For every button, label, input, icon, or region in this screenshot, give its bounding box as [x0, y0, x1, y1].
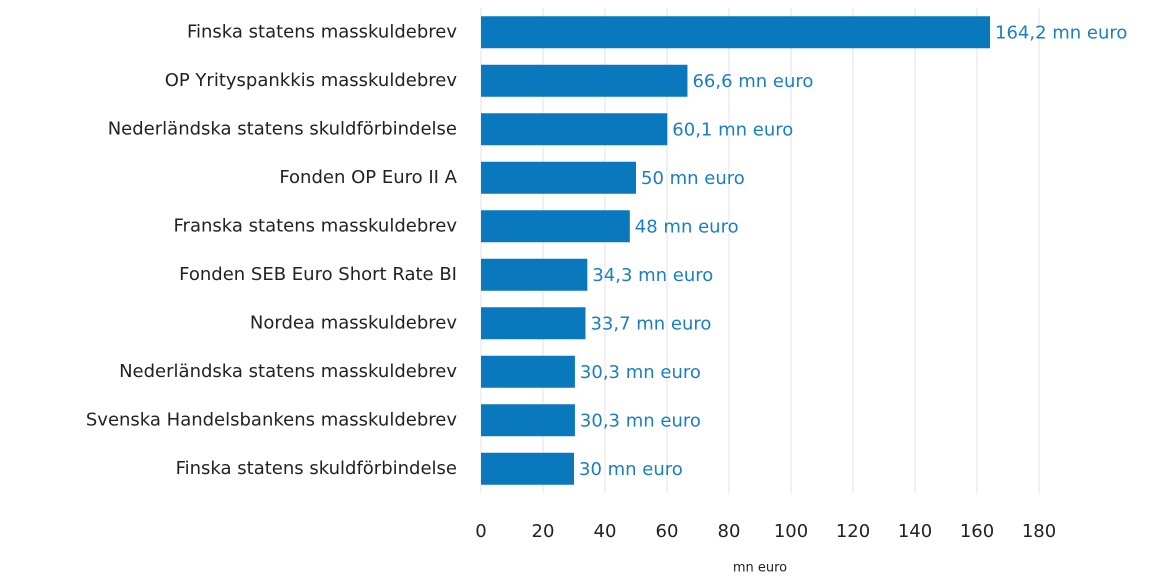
bar — [481, 307, 586, 340]
y-tick-label: Fonden SEB Euro Short Rate BI — [179, 264, 457, 285]
value-label: 50 mn euro — [641, 168, 745, 189]
y-tick-label: Nordea masskuldebrev — [250, 312, 457, 333]
bar — [481, 404, 575, 437]
x-tick-label: 40 — [594, 521, 617, 542]
y-tick-label: Fonden OP Euro II A — [279, 167, 457, 188]
bar — [481, 210, 630, 243]
value-label: 30,3 mn euro — [580, 362, 701, 383]
x-tick-label: 140 — [898, 521, 932, 542]
y-tick-label: Finska statens masskuldebrev — [187, 21, 457, 42]
bar — [481, 16, 991, 49]
bar — [481, 452, 574, 485]
x-tick-label: 100 — [774, 521, 808, 542]
x-axis-title: mn euro — [733, 561, 787, 576]
value-label: 164,2 mn euro — [995, 22, 1127, 43]
x-tick-label: 180 — [1022, 521, 1056, 542]
bar — [481, 258, 588, 291]
x-tick-label: 20 — [532, 521, 555, 542]
y-tick-label: Nederländska statens skuldförbindelse — [108, 118, 457, 139]
x-tick-label: 160 — [960, 521, 994, 542]
bar — [481, 161, 636, 194]
bar — [481, 355, 575, 388]
value-label: 66,6 mn euro — [692, 71, 813, 92]
y-tick-label: OP Yrityspankkis masskuldebrev — [165, 70, 458, 91]
x-tick-label: 0 — [475, 521, 486, 542]
value-label: 30 mn euro — [579, 459, 683, 480]
value-label: 34,3 mn euro — [592, 265, 713, 286]
bar — [481, 113, 668, 146]
value-label: 48 mn euro — [635, 216, 739, 237]
value-label: 30,3 mn euro — [580, 410, 701, 431]
x-tick-label: 80 — [718, 521, 741, 542]
x-tick-label: 120 — [836, 521, 870, 542]
x-tick-label: 60 — [656, 521, 679, 542]
y-tick-label: Franska statens masskuldebrev — [174, 215, 458, 236]
value-label: 33,7 mn euro — [590, 313, 711, 334]
y-tick-label: Svenska Handelsbankens masskuldebrev — [86, 409, 457, 430]
bar — [481, 64, 688, 97]
y-tick-label: Finska statens skuldförbindelse — [176, 458, 457, 479]
y-tick-label: Nederländska statens masskuldebrev — [119, 361, 457, 382]
value-label: 60,1 mn euro — [672, 119, 793, 140]
